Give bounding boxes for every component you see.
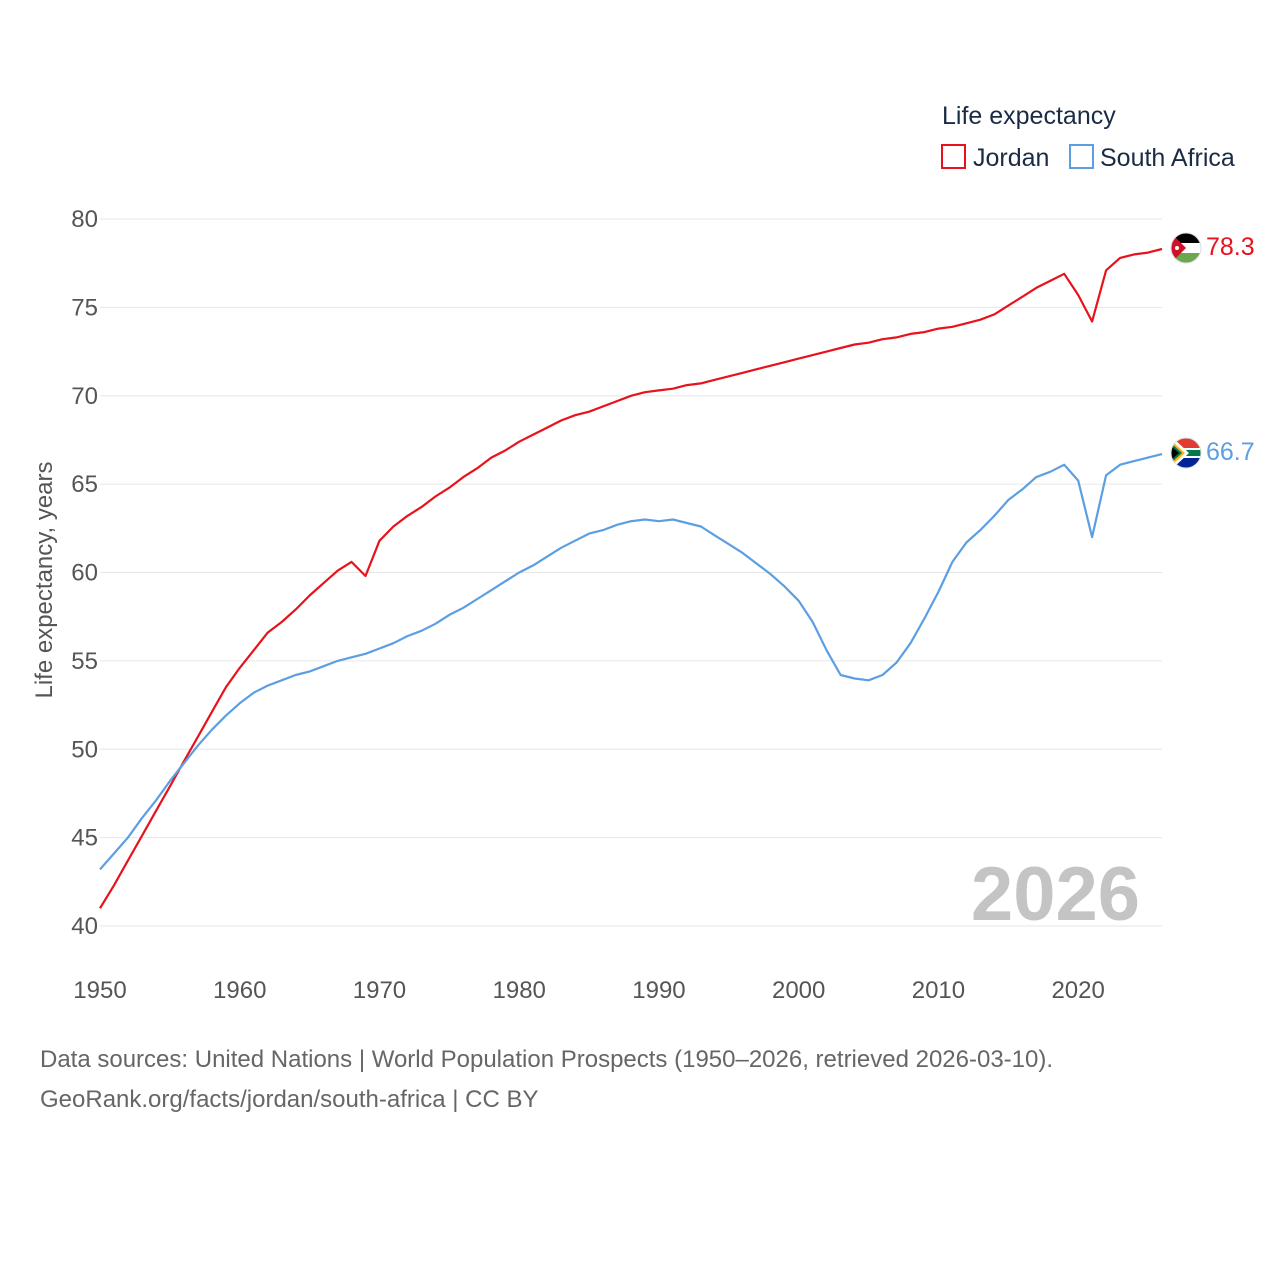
source-note: Data sources: United Nations | World Pop… [40, 1040, 1260, 1120]
x-tick-label-1970: 1970 [353, 977, 406, 1004]
legend-item-jordan[interactable]: Jordan [941, 144, 1049, 172]
x-tick-label-1960: 1960 [213, 977, 266, 1004]
legend-swatch-south-africa [1069, 144, 1094, 169]
series-line-jordan[interactable] [99, 247, 1163, 909]
y-tick-label-45: 45 [71, 825, 98, 852]
y-tick-label-55: 55 [71, 648, 98, 675]
y-tick-label-80: 80 [71, 206, 98, 233]
credit-link[interactable]: GeoRank.org/facts/jordan/south-africa | … [40, 1086, 539, 1113]
year-watermark: 2026 [971, 852, 1140, 937]
y-axis-ticks: 40 45 50 55 60 65 70 75 80 [71, 206, 98, 940]
end-value-south-africa: 66.7 [1206, 438, 1255, 466]
jordan-flag-icon [1170, 232, 1202, 264]
y-tick-label-65: 65 [71, 471, 98, 498]
source-line: Data sources: United Nations | World Pop… [40, 1046, 1054, 1073]
legend-label-south-africa: South Africa [1100, 144, 1235, 172]
gridlines [100, 218, 1162, 927]
legend-title: Life expectancy [942, 102, 1116, 130]
end-value-jordan: 78.3 [1206, 233, 1255, 261]
y-tick-label-70: 70 [71, 383, 98, 410]
legend-label-jordan: Jordan [973, 144, 1049, 172]
x-axis-ticks: 1950 1960 1970 1980 1990 2000 2010 2020 [73, 977, 1105, 1004]
legend-item-south-africa[interactable]: South Africa [1069, 144, 1235, 172]
x-tick-label-2010: 2010 [912, 977, 965, 1004]
y-tick-label-40: 40 [71, 913, 98, 940]
y-tick-label-75: 75 [71, 294, 98, 321]
series-line-south-africa[interactable] [99, 453, 1163, 871]
y-tick-label-60: 60 [71, 560, 98, 587]
y-tick-label-50: 50 [71, 736, 98, 763]
series-lines [99, 247, 1163, 909]
x-tick-label-1950: 1950 [73, 977, 126, 1004]
x-tick-label-1990: 1990 [632, 977, 685, 1004]
legend: Life expectancy Jordan South Africa [941, 102, 1235, 172]
y-axis-title: Life expectancy, years [31, 461, 58, 698]
x-tick-label-1980: 1980 [493, 977, 546, 1004]
south-africa-flag-icon [1170, 437, 1202, 469]
legend-swatch-jordan [941, 144, 966, 169]
x-tick-label-2020: 2020 [1051, 977, 1104, 1004]
x-tick-label-2000: 2000 [772, 977, 825, 1004]
